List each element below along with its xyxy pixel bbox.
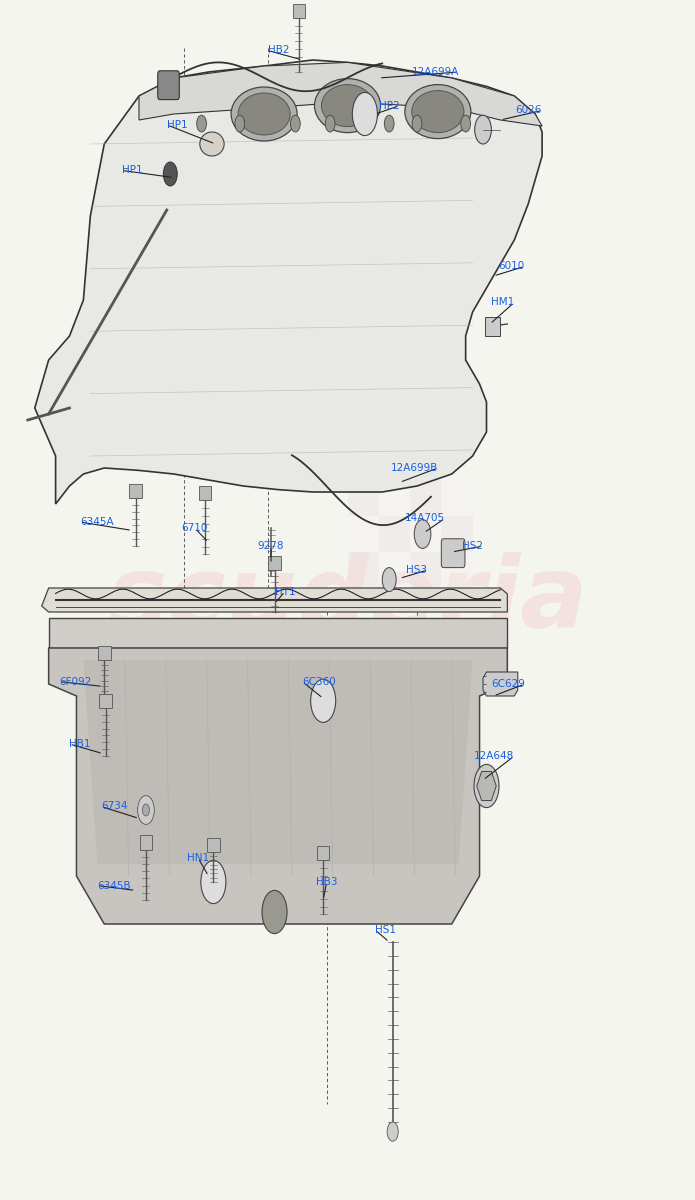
- Bar: [441, 516, 473, 552]
- Text: 6026: 6026: [516, 106, 542, 115]
- Circle shape: [412, 115, 422, 132]
- Text: 12A699B: 12A699B: [391, 463, 438, 473]
- Circle shape: [461, 115, 471, 132]
- Polygon shape: [139, 62, 542, 126]
- Polygon shape: [83, 660, 473, 864]
- Text: 6F092: 6F092: [59, 677, 91, 686]
- Bar: [293, 4, 305, 18]
- Circle shape: [352, 92, 377, 136]
- Text: 12A648: 12A648: [474, 751, 514, 761]
- Text: HB3: HB3: [316, 877, 337, 887]
- Bar: [410, 516, 441, 552]
- Text: 12A699A: 12A699A: [411, 67, 459, 77]
- Text: HN1: HN1: [187, 853, 209, 863]
- Circle shape: [475, 115, 491, 144]
- Text: 6010: 6010: [498, 262, 525, 271]
- Bar: [98, 646, 111, 660]
- Ellipse shape: [231, 86, 297, 140]
- Bar: [379, 480, 410, 516]
- Bar: [99, 694, 112, 708]
- Text: 6734: 6734: [101, 802, 127, 811]
- Circle shape: [474, 764, 499, 808]
- Circle shape: [382, 568, 396, 592]
- Text: scuderia: scuderia: [107, 552, 588, 648]
- Polygon shape: [35, 60, 542, 504]
- Text: 6345B: 6345B: [97, 881, 131, 890]
- Circle shape: [197, 115, 206, 132]
- Ellipse shape: [321, 84, 374, 126]
- Ellipse shape: [238, 92, 291, 134]
- Bar: [379, 552, 410, 588]
- Text: 6C360: 6C360: [302, 677, 336, 686]
- Circle shape: [311, 679, 336, 722]
- Ellipse shape: [404, 84, 471, 138]
- Bar: [441, 552, 473, 588]
- Bar: [129, 484, 142, 498]
- Text: HP2: HP2: [379, 101, 400, 110]
- Circle shape: [235, 115, 245, 132]
- Polygon shape: [483, 672, 518, 696]
- Text: HM1: HM1: [491, 298, 514, 307]
- Bar: [485, 317, 500, 336]
- Bar: [441, 480, 473, 516]
- Text: 9278: 9278: [258, 541, 284, 551]
- Ellipse shape: [411, 90, 464, 132]
- Text: HT1: HT1: [275, 587, 295, 596]
- Bar: [199, 486, 211, 500]
- Bar: [49, 618, 507, 648]
- Text: HP1: HP1: [167, 120, 188, 130]
- Polygon shape: [49, 648, 507, 924]
- Circle shape: [414, 520, 431, 548]
- Ellipse shape: [314, 78, 381, 132]
- Bar: [207, 838, 220, 852]
- Text: HP1: HP1: [122, 166, 142, 175]
- Text: 14A705: 14A705: [404, 514, 445, 523]
- Circle shape: [291, 115, 300, 132]
- Bar: [317, 846, 329, 860]
- Circle shape: [201, 860, 226, 904]
- FancyBboxPatch shape: [158, 71, 179, 100]
- Circle shape: [262, 890, 287, 934]
- Bar: [348, 480, 379, 516]
- Circle shape: [325, 115, 335, 132]
- Text: HS2: HS2: [462, 541, 483, 551]
- Circle shape: [142, 804, 149, 816]
- Text: 6710: 6710: [181, 523, 208, 533]
- Polygon shape: [42, 588, 507, 612]
- Circle shape: [387, 1122, 398, 1141]
- Bar: [410, 480, 441, 516]
- Text: HS3: HS3: [407, 565, 427, 575]
- Text: 6345A: 6345A: [80, 517, 113, 527]
- Circle shape: [138, 796, 154, 824]
- Text: 6C629: 6C629: [491, 679, 525, 689]
- Polygon shape: [477, 772, 496, 800]
- Circle shape: [163, 162, 177, 186]
- Circle shape: [384, 115, 394, 132]
- Bar: [140, 835, 152, 850]
- Ellipse shape: [200, 132, 224, 156]
- Bar: [348, 516, 379, 552]
- Text: c  o  m  p  e  t  i  z  i  o  n  e: c o m p e t i z i o n e: [213, 662, 482, 682]
- Text: HS1: HS1: [375, 925, 396, 935]
- Text: HB1: HB1: [70, 739, 91, 749]
- Bar: [348, 552, 379, 588]
- FancyBboxPatch shape: [441, 539, 465, 568]
- Text: HB2: HB2: [268, 46, 289, 55]
- Bar: [410, 552, 441, 588]
- Bar: [379, 516, 410, 552]
- Bar: [268, 556, 281, 570]
